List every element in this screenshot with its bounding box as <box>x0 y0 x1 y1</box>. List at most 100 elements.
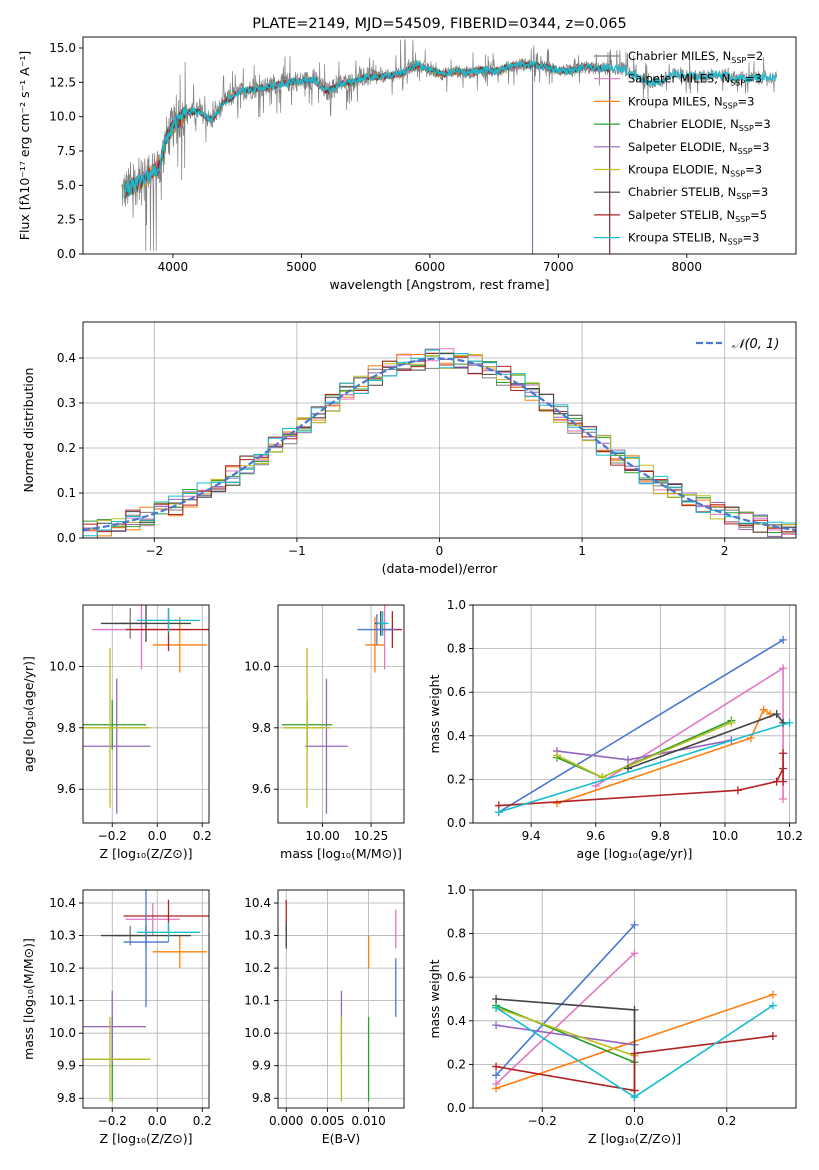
y-tick-label: 7.5 <box>57 144 76 158</box>
weight-marker-chabrier_stelib <box>772 710 781 718</box>
x-tick-label: 6000 <box>415 260 446 274</box>
plot-area-residuals <box>83 322 796 538</box>
legend-entry-chabrier_elodie: Chabrier ELODIE, NSSP=3 <box>628 117 771 133</box>
weight-line-kroupa_miles <box>556 708 771 805</box>
x-tick-label: 10.0 <box>712 829 739 843</box>
x-axis-label: Z [log₁₀(Z/Z⊙)] <box>100 1131 193 1146</box>
plot-area-age_vs_z <box>83 605 209 823</box>
y-tick-label: 9.6 <box>252 782 271 796</box>
x-tick-label: 9.4 <box>522 829 541 843</box>
y-tick-label: 9.8 <box>252 721 271 735</box>
y-tick-label: 0.6 <box>447 970 466 984</box>
panel-weight_vs_z: −0.2 0.0 0.2 0.0 0.2 0.4 0.6 0.8 1.0 Z [log₁₀(Z/Z… <box>427 883 797 1146</box>
panel-residuals: −2 −1 0 1 2 0.0 0.1 0.2 0.3 0.4 (data-model)/error… <box>21 321 797 576</box>
y-tick-label: 0.1 <box>57 486 76 500</box>
weight-marker-kroupa_stelib <box>494 808 503 817</box>
y-axis-label: Flux [fλ10⁻¹⁷ erg cm⁻² s⁻¹ A⁻¹] <box>17 51 32 240</box>
weight-marker-salpeter_stelib <box>492 1062 501 1071</box>
weight-marker-normal <box>492 1071 501 1080</box>
legend-entry-kroupa_elodie: Kroupa ELODIE, NSSP=3 <box>628 163 762 179</box>
weight-marker-normal <box>779 635 788 644</box>
weight-marker-kroupa_stelib <box>785 718 794 727</box>
weight-marker-salpeter_stelib <box>733 786 742 795</box>
axes-frame <box>82 889 210 1109</box>
x-tick-label: 0.005 <box>310 1114 344 1128</box>
y-tick-label: 9.8 <box>57 1091 76 1105</box>
y-axis-label: mass weight <box>427 674 442 753</box>
x-tick-label: 0.000 <box>269 1114 303 1128</box>
legend-entry-chabrier_stelib: Chabrier STELIB, NSSP=3 <box>628 185 768 201</box>
x-tick-label: −1 <box>288 544 306 558</box>
x-tick-label: 4000 <box>158 260 189 274</box>
x-axis-label: (data-model)/error <box>382 561 499 576</box>
y-tick-label: 0.0 <box>447 1101 466 1115</box>
x-tick-label: 9.6 <box>586 829 605 843</box>
weight-marker-normal <box>630 920 639 929</box>
x-tick-label: 10.00 <box>305 829 339 843</box>
x-axis-label: mass [log₁₀(M/M⊙)] <box>280 846 402 861</box>
y-tick-label: 0.8 <box>447 642 466 656</box>
weight-marker-salpeter_elodie <box>624 755 633 764</box>
weight-line-normal <box>498 639 784 813</box>
weight-marker-kroupa_miles <box>759 705 768 714</box>
weight-marker-salpeter_stelib <box>779 749 788 758</box>
panel-age_vs_z: −0.2 0.0 0.2 9.6 9.8 10.0 Z [log₁₀(Z/Z⊙)] age [… <box>21 604 212 861</box>
y-axis-label: Normed distribution <box>21 368 36 493</box>
y-tick-label: 0.0 <box>447 816 466 830</box>
y-tick-label: 9.8 <box>252 1091 271 1105</box>
x-tick-label: 10.2 <box>776 829 803 843</box>
weight-line-kroupa_stelib <box>498 721 790 813</box>
weight-marker-kroupa_miles <box>768 990 777 999</box>
y-axis-label: mass weight <box>427 959 442 1038</box>
weight-line-normal <box>495 924 636 1076</box>
x-tick-label: 0.010 <box>351 1114 385 1128</box>
y-tick-label: 0.0 <box>57 531 76 545</box>
plot-area-weight_vs_age <box>473 605 796 823</box>
weight-marker-salpeter_stelib <box>630 1049 639 1058</box>
x-tick-label: 0.0 <box>148 1114 167 1128</box>
x-tick-label: 2 <box>721 544 729 558</box>
y-tick-label: 5.0 <box>57 178 76 192</box>
weight-marker-kroupa_miles <box>552 799 561 808</box>
weight-marker-salpeter_miles <box>779 795 788 804</box>
panel-age_vs_mass: 10.00 10.25 9.6 9.8 10.0 mass [log₁₀(M/M⊙)] <box>244 604 405 861</box>
y-tick-label: 0.4 <box>57 351 76 365</box>
y-tick-label: 9.9 <box>252 1059 271 1073</box>
x-tick-label: 0.0 <box>148 829 167 843</box>
legend-entry-chabrier_miles: Chabrier MILES, NSSP=2 <box>628 49 763 65</box>
panel-weight_vs_age: 9.4 9.6 9.8 10.0 10.2 0.0 0.2 0.4 0.6 0.8 1.0 age [… <box>427 598 803 861</box>
weight-marker-kroupa_elodie <box>727 718 736 727</box>
legend-entry-salpeter_miles: Salpeter MILES, NSSP=3 <box>628 72 762 88</box>
plot-area-mass_vs_ebv <box>278 890 404 1108</box>
weight-line-kroupa_elodie <box>495 1006 635 1057</box>
x-tick-label: 8000 <box>672 260 703 274</box>
weight-marker-salpeter_miles <box>630 949 639 958</box>
axes-frame <box>472 604 797 824</box>
y-tick-label: 2.5 <box>57 213 76 227</box>
plot-area-spectrum <box>121 39 778 254</box>
weight-marker-salpeter_miles <box>779 664 788 673</box>
weight-line-salpeter_stelib <box>498 753 784 807</box>
plot-area-age_vs_mass <box>278 605 404 823</box>
weight-marker-kroupa_stelib <box>768 1001 777 1010</box>
legend: Chabrier MILES, NSSP=2 Salpeter MILES, NS… <box>594 49 771 247</box>
x-axis-label: wavelength [Angstrom, rest frame] <box>329 277 549 292</box>
y-tick-label: 10.3 <box>49 929 76 943</box>
legend-entry-kroupa_stelib: Kroupa STELIB, NSSP=3 <box>628 231 759 247</box>
legend-entry-normal: 𝒩(0, 1) <box>732 337 779 352</box>
x-tick-label: −0.2 <box>98 829 127 843</box>
y-tick-label: 0.8 <box>447 927 466 941</box>
y-tick-label: 1.0 <box>447 883 466 897</box>
weight-line-salpeter_stelib <box>495 1035 773 1092</box>
y-tick-label: 1.0 <box>447 598 466 612</box>
y-tick-label: 9.8 <box>57 721 76 735</box>
y-tick-label: 10.0 <box>49 1026 76 1040</box>
y-tick-label: 10.1 <box>244 994 271 1008</box>
y-tick-label: 0.2 <box>57 441 76 455</box>
y-tick-label: 0.0 <box>57 247 76 261</box>
axes-frame <box>277 604 405 824</box>
weight-marker-chabrier_stelib <box>630 1005 639 1014</box>
x-tick-label: 9.8 <box>651 829 670 843</box>
x-axis-label: E(B-V) <box>322 1131 361 1146</box>
y-tick-label: 15.0 <box>49 41 76 55</box>
